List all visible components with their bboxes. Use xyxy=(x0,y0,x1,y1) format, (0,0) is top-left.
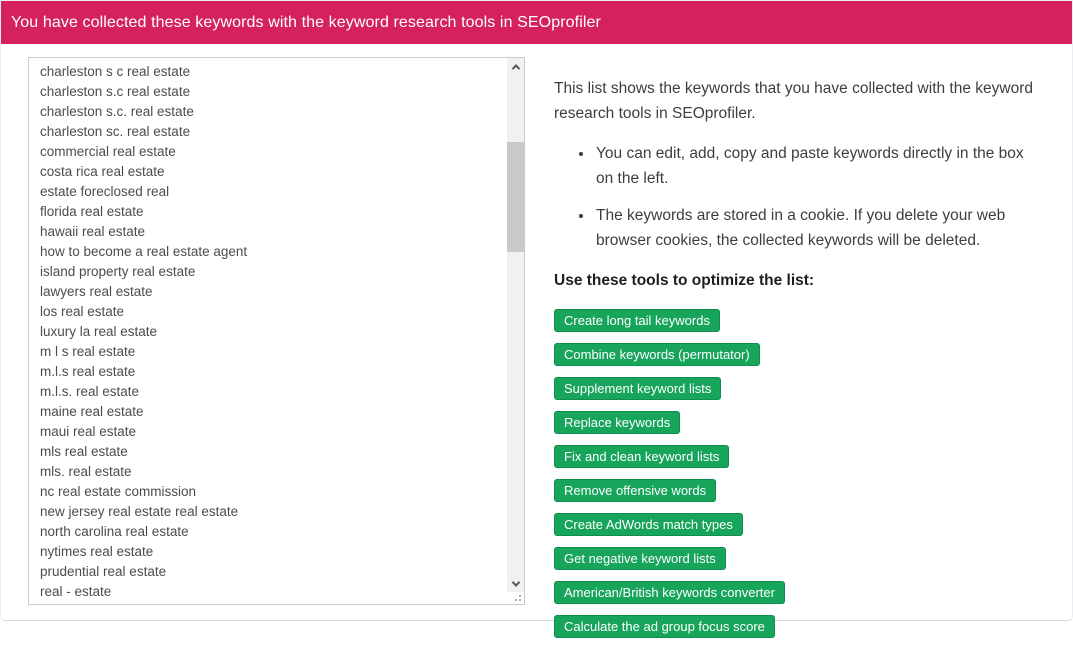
keyword-line: how to become a real estate agent xyxy=(40,244,248,259)
keyword-line: florida real estate xyxy=(40,204,144,219)
intro-text: This list shows the keywords that you ha… xyxy=(554,80,1034,122)
resize-grip-icon xyxy=(519,599,521,601)
tool-button[interactable]: Create long tail keywords xyxy=(554,309,720,332)
keyword-line: nc real estate commission xyxy=(40,484,197,499)
keyword-line: charleston s.c real estate xyxy=(40,84,191,99)
header-bar: You have collected these keywords with t… xyxy=(1,1,1072,44)
info-bullet-item: You can edit, add, copy and paste keywor… xyxy=(594,141,1036,191)
chevron-up-icon xyxy=(511,63,520,73)
info-bullet-list: You can edit, add, copy and paste keywor… xyxy=(554,141,1036,253)
keyword-line: new jersey real estate real estate xyxy=(40,504,239,519)
keyword-line: luxury la real estate xyxy=(40,324,158,339)
vertical-scrollbar[interactable] xyxy=(507,58,524,592)
tools-heading: Use these tools to optimize the list: xyxy=(554,272,815,289)
keyword-line: charleston s c real estate xyxy=(40,64,191,79)
keyword-line: mls real estate xyxy=(40,444,128,459)
tool-buttons-group: Create long tail keywords Combine keyword… xyxy=(554,309,1036,638)
info-panel: This list shows the keywords that you ha… xyxy=(554,44,1036,649)
keyword-list-box[interactable]: charleston s c real estate charleston s.c… xyxy=(28,57,525,605)
keyword-line: mls. real estate xyxy=(40,464,132,479)
keyword-line: los real estate xyxy=(40,304,125,319)
keyword-line: costa rica real estate xyxy=(40,164,165,179)
chevron-down-icon xyxy=(511,577,520,587)
scrollbar-thumb[interactable] xyxy=(507,142,524,252)
resize-grip[interactable] xyxy=(513,593,523,603)
keyword-line: commercial real estate xyxy=(40,144,176,159)
content-area: charleston s c real estate charleston s.c… xyxy=(1,44,1072,649)
keyword-line: prudential real estate xyxy=(40,564,167,579)
tool-button[interactable]: Remove offensive words xyxy=(554,479,717,502)
keyword-line: maui real estate xyxy=(40,424,137,439)
tool-button[interactable]: American/British keywords converter xyxy=(554,581,785,604)
scroll-down-button[interactable] xyxy=(507,575,524,592)
keyword-line: north carolina real estate xyxy=(40,524,189,539)
keyword-line: nytimes real estate xyxy=(40,544,154,559)
tool-button[interactable]: Replace keywords xyxy=(554,411,681,434)
page-title: You have collected these keywords with t… xyxy=(11,13,601,31)
page-container: You have collected these keywords with t… xyxy=(0,0,1073,621)
tool-button[interactable]: Get negative keyword lists xyxy=(554,547,726,570)
keyword-line: estate foreclosed real xyxy=(40,184,170,199)
keyword-line: lawyers real estate xyxy=(40,284,153,299)
tool-button[interactable]: Supplement keyword lists xyxy=(554,377,722,400)
tool-button[interactable]: Calculate the ad group focus score xyxy=(554,615,775,638)
keyword-line: hawaii real estate xyxy=(40,224,146,239)
keyword-line: real - estate xyxy=(40,584,112,599)
keyword-line: charleston s.c. real estate xyxy=(40,104,194,119)
keyword-line: maine real estate xyxy=(40,404,144,419)
info-bullet-item: The keywords are stored in a cookie. If … xyxy=(594,203,1036,253)
keyword-line: m.l.s. real estate xyxy=(40,384,140,399)
tool-button[interactable]: Fix and clean keyword lists xyxy=(554,445,730,468)
scroll-up-button[interactable] xyxy=(507,58,524,75)
keyword-lines: charleston s c real estate charleston s.c… xyxy=(29,58,524,602)
keyword-line: island property real estate xyxy=(40,264,196,279)
keyword-line: m l s real estate xyxy=(40,344,136,359)
keyword-line: m.l.s real estate xyxy=(40,364,136,379)
keyword-line: charleston sc. real estate xyxy=(40,124,191,139)
tool-button[interactable]: Create AdWords match types xyxy=(554,513,743,536)
tool-button[interactable]: Combine keywords (permutator) xyxy=(554,343,760,366)
